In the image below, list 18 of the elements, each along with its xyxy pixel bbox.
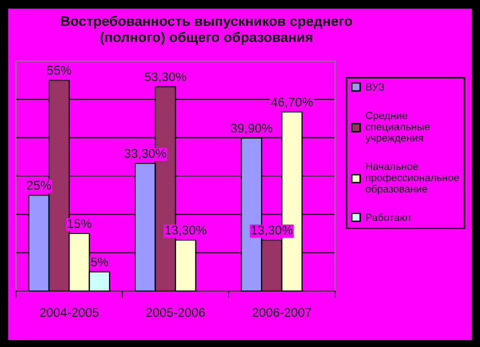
legend-label: Начальное профессиональное образование [366,162,459,195]
x-tick-label: 2006-2007 [252,308,312,317]
data-label: 55% [47,66,72,75]
legend-label: Средние специальные учреждения [365,112,430,144]
data-label: 15% [68,219,92,228]
data-label: 53,30% [144,72,186,83]
legend-label: ВУЗ [366,83,384,91]
x-tick-label: 2004-2005 [40,308,99,317]
data-label: 25% [26,180,51,190]
data-label: 46,70% [271,98,313,108]
data-label: 13,30% [251,226,292,236]
data-label: 13,30% [165,226,206,236]
data-label: 39,90% [230,124,272,134]
legend-label: Работают [366,213,412,222]
data-label: 5% [90,258,108,266]
data-label: 33,30% [124,148,166,160]
chart-title: Востребованность выпускников среднего (полного) общего образования [61,16,352,45]
x-tick-label: 2005-2006 [146,308,205,317]
